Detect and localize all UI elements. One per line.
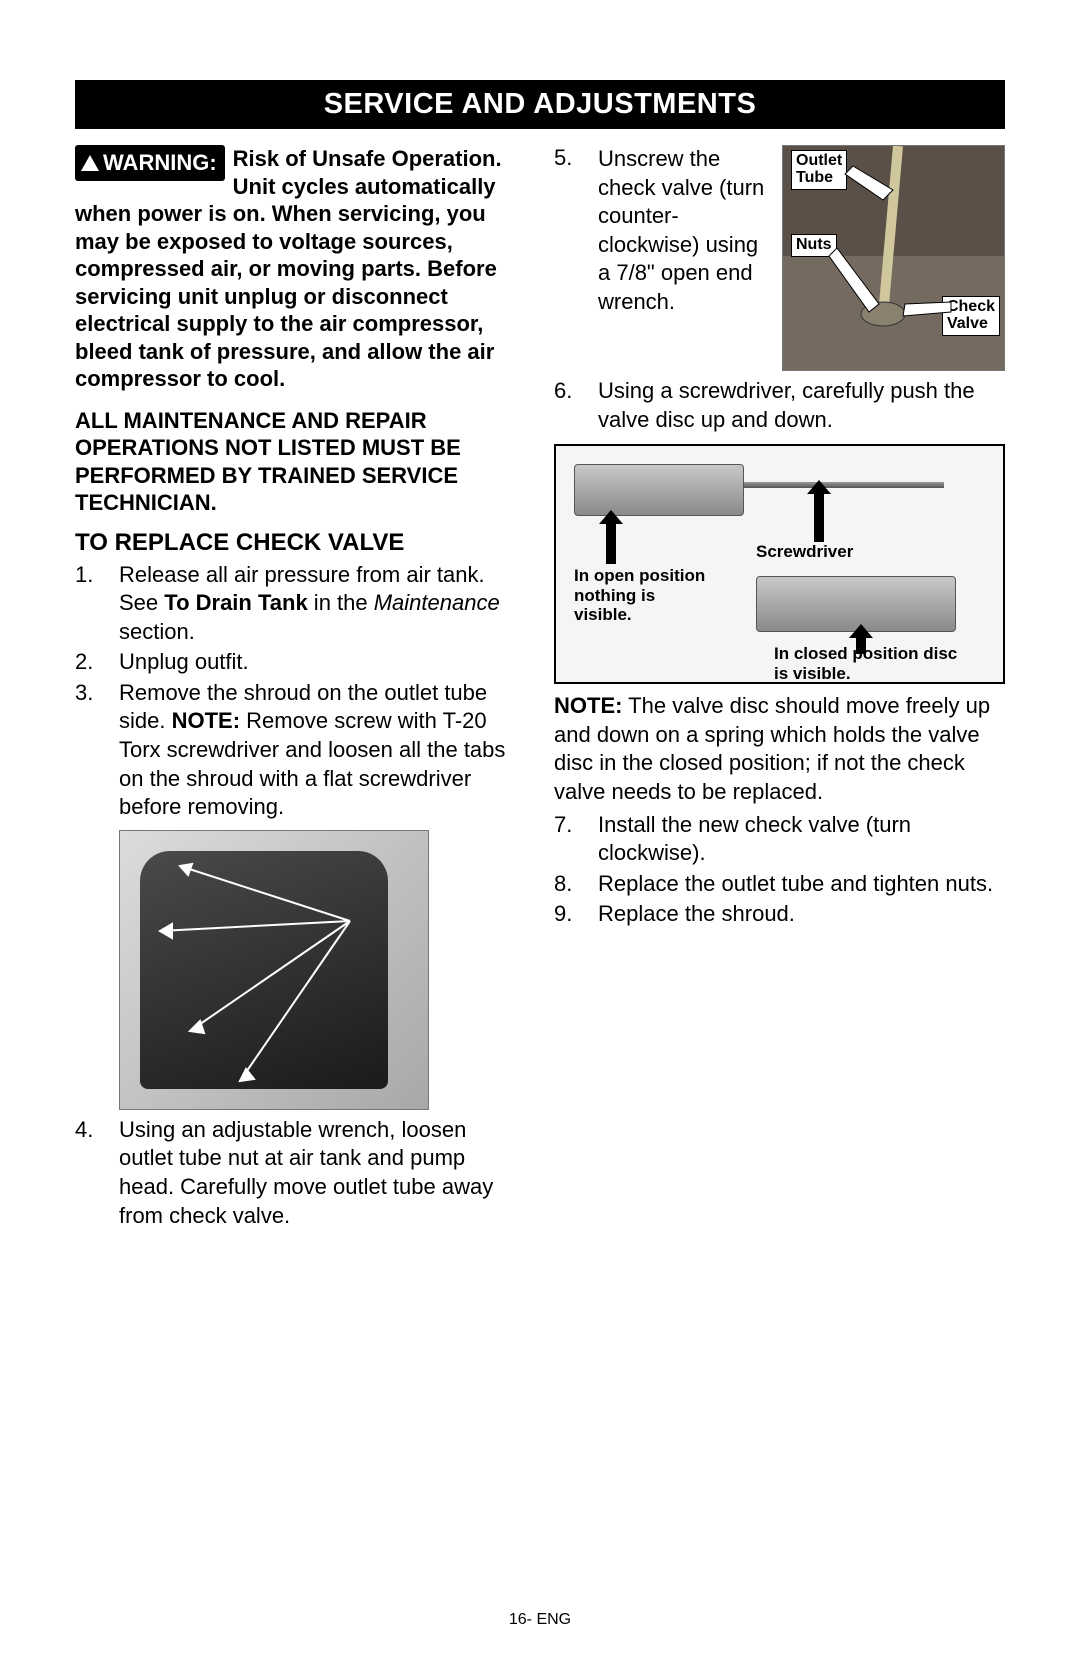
valve-open-shape-icon: [574, 464, 744, 516]
step-number: 2.: [75, 648, 119, 677]
step-text: Install the new check valve (turn clockw…: [598, 811, 1005, 868]
warning-paragraph: WARNING: Risk of Unsafe Operation. Unit …: [75, 145, 526, 393]
step-text: Unscrew the check valve (turn counter-cl…: [598, 145, 774, 317]
step-text-italic: Maintenance: [374, 590, 500, 615]
arrow-icon: [814, 492, 824, 542]
step-7: 7. Install the new check valve (turn clo…: [554, 811, 1005, 868]
steps-list-right-cont: 7. Install the new check valve (turn clo…: [554, 811, 1005, 929]
step-number: 4.: [75, 1116, 119, 1230]
step-text: Remove the shroud on the outlet tube sid…: [119, 679, 526, 822]
steps-list-right: 6. Using a screwdriver, carefully push t…: [554, 377, 1005, 434]
label-closed-position: In closed position disc is visible.: [774, 644, 974, 683]
step-5: 5. Unscrew the check valve (turn counter…: [554, 145, 774, 317]
step-text: Using an adjustable wrench, loosen outle…: [119, 1116, 526, 1230]
step-number: 8.: [554, 870, 598, 899]
label-open-position: In open position nothing is visible.: [574, 566, 714, 625]
step-text: Release all air pressure from air tank. …: [119, 561, 526, 647]
step-number: 9.: [554, 900, 598, 929]
step-8: 8. Replace the outlet tube and tighten n…: [554, 870, 1005, 899]
figure-valve-disc-positions: Screwdriver In open position nothing is …: [554, 444, 1005, 684]
step-5-row: OutletTube Nuts CheckValve 5. Unscrew th…: [554, 145, 1005, 377]
note-label: NOTE:: [554, 693, 622, 718]
step-6: 6. Using a screwdriver, carefully push t…: [554, 377, 1005, 434]
steps-list-left: 1. Release all air pressure from air tan…: [75, 561, 526, 822]
warning-triangle-icon: [81, 155, 99, 171]
step-number: 5.: [554, 145, 598, 317]
right-column: OutletTube Nuts CheckValve 5. Unscrew th…: [554, 145, 1005, 1232]
label-screwdriver: Screwdriver: [756, 542, 853, 562]
warning-label-text: WARNING:: [103, 150, 217, 175]
figure-check-valve-location: OutletTube Nuts CheckValve: [782, 145, 1005, 371]
two-column-layout: WARNING: Risk of Unsafe Operation. Unit …: [75, 145, 1005, 1232]
step-text-bold: To Drain Tank: [164, 590, 307, 615]
page-footer: 16- ENG: [0, 1611, 1080, 1629]
left-column: WARNING: Risk of Unsafe Operation. Unit …: [75, 145, 526, 1232]
note-paragraph: NOTE: The valve disc should move freely …: [554, 692, 1005, 806]
step-text-segment: section.: [119, 619, 195, 644]
section-title-bar: SERVICE AND ADJUSTMENTS: [75, 80, 1005, 129]
screwdriver-shape-icon: [744, 482, 944, 488]
step-text: Using a screwdriver, carefully push the …: [598, 377, 1005, 434]
step-number: 1.: [75, 561, 119, 647]
step-number: 6.: [554, 377, 598, 434]
step-text: Replace the outlet tube and tighten nuts…: [598, 870, 1005, 899]
arrow-overlay-icon: [783, 146, 1005, 371]
step-text-bold: NOTE:: [172, 708, 240, 733]
steps-list-left-cont: 4. Using an adjustable wrench, loosen ou…: [75, 1116, 526, 1230]
step-3: 3. Remove the shroud on the outlet tube …: [75, 679, 526, 822]
step-text: Replace the shroud.: [598, 900, 1005, 929]
step-text: Unplug outfit.: [119, 648, 526, 677]
arrow-overlay-icon: [120, 831, 429, 1110]
warning-badge: WARNING:: [75, 145, 225, 181]
warning-body-text: Risk of Unsafe Operation. Unit cycles au…: [75, 146, 502, 391]
step-number: 7.: [554, 811, 598, 868]
step-text-segment: in the: [308, 590, 374, 615]
procedure-heading: TO REPLACE CHECK VALVE: [75, 529, 526, 557]
step-1: 1. Release all air pressure from air tan…: [75, 561, 526, 647]
step-2: 2. Unplug outfit.: [75, 648, 526, 677]
repair-note: ALL MAINTENANCE AND REPAIR OPERATIONS NO…: [75, 407, 526, 517]
step-number: 3.: [75, 679, 119, 822]
arrow-icon: [606, 522, 616, 564]
figure-shroud-removal: [119, 830, 429, 1110]
step-4: 4. Using an adjustable wrench, loosen ou…: [75, 1116, 526, 1230]
step-9: 9. Replace the shroud.: [554, 900, 1005, 929]
